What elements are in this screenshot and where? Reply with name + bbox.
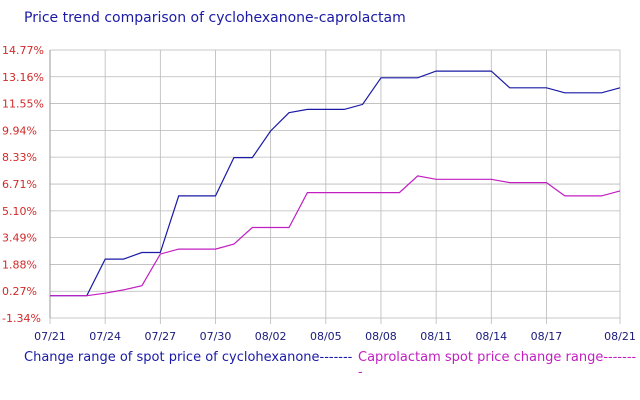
legend-caprolactam: Caprolactam spot price change range-----…	[358, 350, 637, 380]
x-tick-label: 08/17	[531, 330, 563, 343]
chart-title: Price trend comparison of cyclohexanone-…	[24, 10, 406, 26]
x-tick-label: 08/21	[604, 330, 636, 343]
x-tick-label: 07/24	[89, 330, 121, 343]
y-tick-label: 1.88%	[2, 258, 37, 271]
x-tick-label: 07/30	[200, 330, 232, 343]
y-tick-label: 6.71%	[2, 178, 37, 191]
x-tick-label: 08/14	[475, 330, 507, 343]
y-tick-label: 5.10%	[2, 205, 37, 218]
y-tick-label: 13.16%	[2, 71, 44, 84]
y-tick-label: 8.33%	[2, 151, 37, 164]
x-tick-label: 07/27	[144, 330, 176, 343]
x-tick-label: 08/08	[365, 330, 397, 343]
y-tick-label: -1.34%	[2, 312, 41, 325]
x-tick-label: 08/11	[420, 330, 452, 343]
series-line-1	[50, 175, 621, 297]
x-tick-label: 08/02	[255, 330, 287, 343]
y-tick-label: 14.77%	[2, 44, 44, 57]
y-tick-label: 0.27%	[2, 285, 37, 298]
y-tick-label: 9.94%	[2, 124, 37, 137]
y-tick-label: 3.49%	[2, 232, 37, 245]
x-tick-label: 08/05	[310, 330, 342, 343]
legend-cyclohexanone: Change range of spot price of cyclohexan…	[24, 350, 353, 365]
x-tick-label: 07/21	[34, 330, 66, 343]
series-line-0	[50, 70, 621, 297]
y-tick-label: 11.55%	[2, 98, 44, 111]
